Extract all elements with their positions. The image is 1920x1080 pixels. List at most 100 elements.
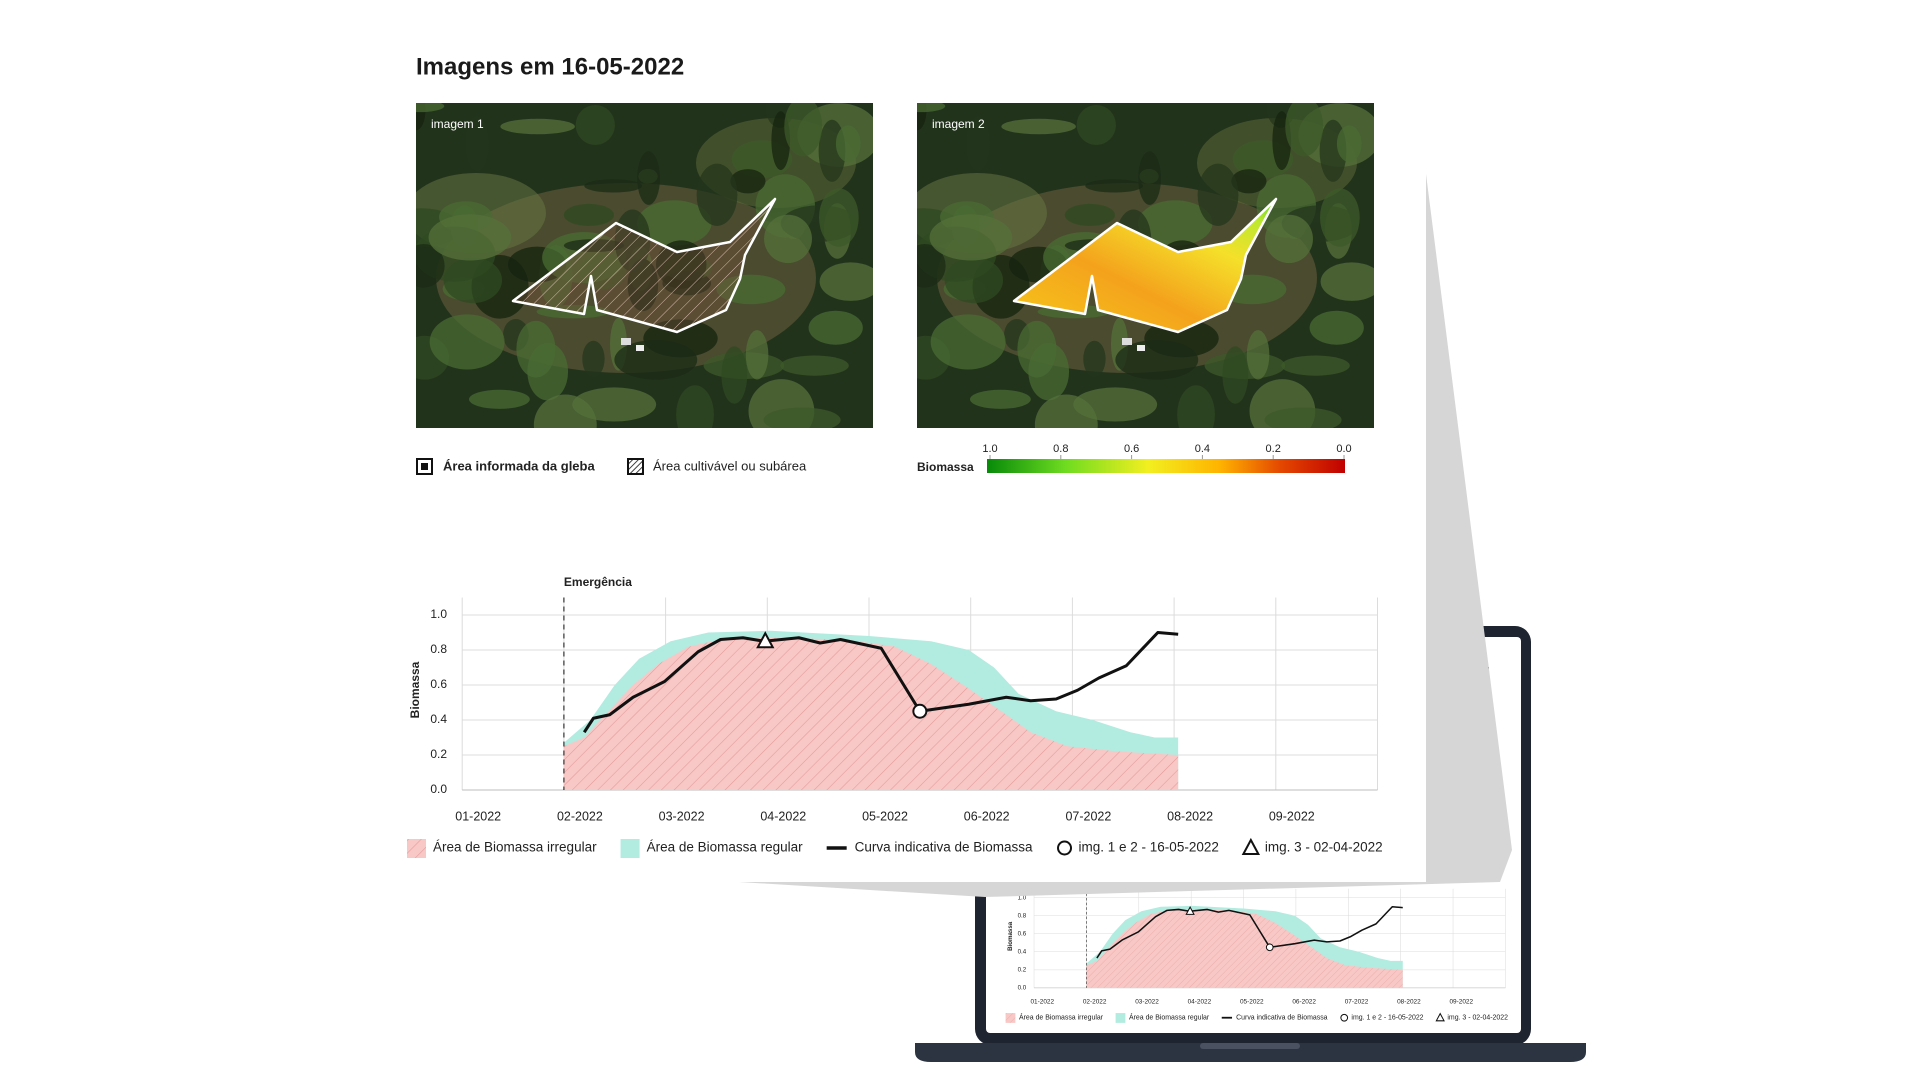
x-tick-label: 08-2022 bbox=[1397, 998, 1421, 1005]
x-tick-label: 06-2022 bbox=[1292, 998, 1316, 1005]
vegetation bbox=[637, 151, 661, 205]
vegetation bbox=[1336, 125, 1362, 163]
vegetation bbox=[416, 103, 445, 113]
vegetation bbox=[1137, 200, 1213, 246]
image-label: imagem 1 bbox=[431, 117, 484, 131]
vegetation bbox=[636, 200, 712, 246]
y-axis-label: Biomassa bbox=[408, 661, 422, 718]
vegetation bbox=[614, 340, 698, 380]
vegetation bbox=[696, 163, 738, 226]
vegetation bbox=[969, 389, 1031, 409]
biomass-chart: 0.0 0.2 0.4 0.6 0.8 1.0 01-2022 02-2022 03-2022 0… bbox=[407, 575, 1383, 858]
colorbar-tick-label: 0.6 bbox=[1124, 443, 1139, 455]
legend-label: Área de Biomassa regular bbox=[1129, 1013, 1210, 1022]
x-tick-label: 09-2022 bbox=[1269, 809, 1315, 823]
annotation-label: Emergência bbox=[564, 575, 632, 589]
line bbox=[1096, 905, 1403, 959]
vegetation bbox=[818, 188, 859, 247]
vegetation bbox=[1064, 203, 1116, 227]
legend-label: img. 3 - 02-04-2022 bbox=[1265, 840, 1383, 855]
colorbar-tick-label: 1.0 bbox=[982, 443, 997, 455]
legend-swatch bbox=[620, 839, 640, 858]
x-tick-label: 07-2022 bbox=[1345, 998, 1369, 1005]
vegetation bbox=[584, 179, 643, 193]
legend-swatch bbox=[1435, 1012, 1445, 1022]
area bbox=[1086, 909, 1403, 988]
vegetation bbox=[1076, 105, 1116, 145]
vegetation bbox=[575, 105, 615, 145]
vegetation bbox=[465, 116, 489, 171]
vegetation bbox=[1017, 320, 1057, 378]
vegetation bbox=[1138, 151, 1162, 205]
vegetation bbox=[468, 389, 530, 409]
vegetation bbox=[944, 257, 1004, 304]
vegetation bbox=[1309, 310, 1364, 345]
y-tick-label: 0.2 bbox=[1018, 966, 1027, 973]
vegetation bbox=[500, 118, 575, 135]
colorbar-tick-label: 0.0 bbox=[1336, 443, 1351, 455]
vegetation bbox=[730, 169, 766, 194]
x-tick-label: 06-2022 bbox=[964, 809, 1010, 823]
vegetation bbox=[416, 243, 445, 288]
x-tick-label: 03-2022 bbox=[1135, 998, 1159, 1005]
legend-swatch bbox=[407, 839, 426, 858]
legend-label: Área cultivável ou subárea bbox=[653, 458, 807, 473]
vegetation bbox=[1083, 340, 1106, 378]
vegetation bbox=[1197, 163, 1239, 226]
colorbar-tick-label: 0.8 bbox=[1053, 443, 1068, 455]
images-section: Imagens em 16-05-2022 imagem 1 imagem 2 Ár… bbox=[416, 53, 1374, 475]
marker bbox=[912, 703, 928, 719]
legend-icon bbox=[421, 463, 428, 470]
legend-label: Área informada da gleba bbox=[443, 458, 595, 473]
x-tick-label: 01-2022 bbox=[1030, 998, 1054, 1005]
vegetation bbox=[763, 407, 841, 428]
vegetation bbox=[929, 214, 1013, 261]
x-tick-label: 02-2022 bbox=[1083, 998, 1107, 1005]
legend-label: img. 3 - 02-04-2022 bbox=[1447, 1015, 1508, 1022]
y-tick-label: 0.2 bbox=[430, 747, 447, 761]
satellite-image: imagem 1 bbox=[416, 103, 873, 428]
x-tick-label: 01-2022 bbox=[455, 809, 501, 823]
y-tick-label: 0.6 bbox=[430, 677, 447, 691]
legend-label: Curva indicativa de Biomassa bbox=[1236, 1015, 1328, 1022]
building bbox=[1122, 338, 1132, 345]
vegetation bbox=[808, 310, 863, 345]
vegetation bbox=[1231, 169, 1267, 194]
vegetation bbox=[1115, 340, 1199, 380]
x-tick-label: 07-2022 bbox=[1065, 809, 1111, 823]
vegetation bbox=[1177, 385, 1215, 428]
vegetation bbox=[516, 320, 556, 378]
y-tick-label: 0.4 bbox=[430, 712, 447, 726]
x-tick-label: 09-2022 bbox=[1449, 998, 1473, 1005]
y-tick-label: 1.0 bbox=[1018, 894, 1027, 901]
vegetation bbox=[835, 125, 861, 163]
biomass-chart: 0.0 0.2 0.4 0.6 0.8 1.0 01-2022 02-2022 03-2022 0… bbox=[1005, 878, 1508, 1023]
laptop-base bbox=[915, 1043, 1586, 1062]
vegetation bbox=[1265, 214, 1313, 264]
vegetation bbox=[780, 355, 849, 376]
vegetation bbox=[764, 214, 812, 264]
vegetation bbox=[745, 330, 769, 380]
colorbar-label: Biomassa bbox=[917, 460, 974, 474]
x-tick-label: 02-2022 bbox=[557, 809, 603, 823]
vegetation bbox=[784, 103, 823, 157]
vegetation bbox=[1320, 262, 1374, 301]
vegetation bbox=[1034, 394, 1098, 428]
y-tick-label: 0.6 bbox=[1018, 930, 1027, 937]
vegetation bbox=[917, 243, 946, 288]
y-tick-label: 0.0 bbox=[1018, 984, 1027, 991]
vegetation bbox=[563, 203, 615, 227]
x-tick-label: 08-2022 bbox=[1167, 809, 1213, 823]
area bbox=[563, 637, 1179, 790]
laptop-notch bbox=[1200, 1043, 1300, 1049]
vegetation bbox=[917, 103, 946, 113]
legend-icon bbox=[627, 458, 644, 475]
y-tick-label: 0.4 bbox=[1018, 948, 1027, 955]
vegetation bbox=[582, 340, 605, 378]
y-axis-label: Biomassa bbox=[1007, 921, 1014, 951]
colorbar-tick-label: 0.4 bbox=[1195, 443, 1210, 455]
vegetation bbox=[428, 214, 512, 261]
colorbar bbox=[987, 459, 1345, 473]
x-tick-label: 05-2022 bbox=[1240, 998, 1264, 1005]
